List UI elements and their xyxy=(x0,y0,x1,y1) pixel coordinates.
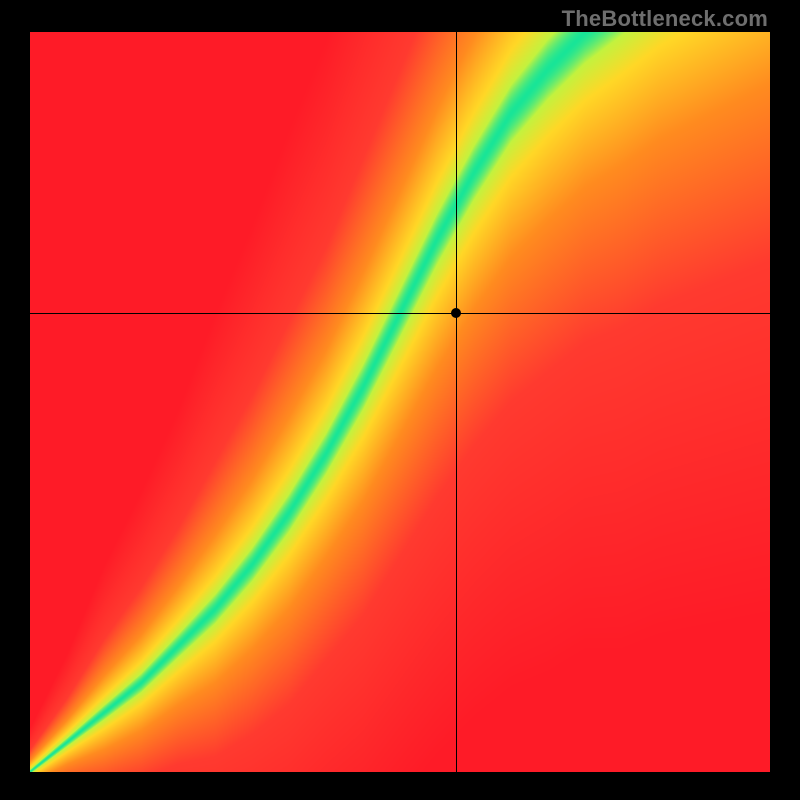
crosshair-horizontal xyxy=(30,313,770,314)
crosshair-marker xyxy=(451,308,461,318)
plot-area xyxy=(30,32,770,772)
heatmap-canvas xyxy=(30,32,770,772)
crosshair-vertical xyxy=(456,32,457,772)
chart-container: TheBottleneck.com xyxy=(0,0,800,800)
watermark-text: TheBottleneck.com xyxy=(562,6,768,32)
